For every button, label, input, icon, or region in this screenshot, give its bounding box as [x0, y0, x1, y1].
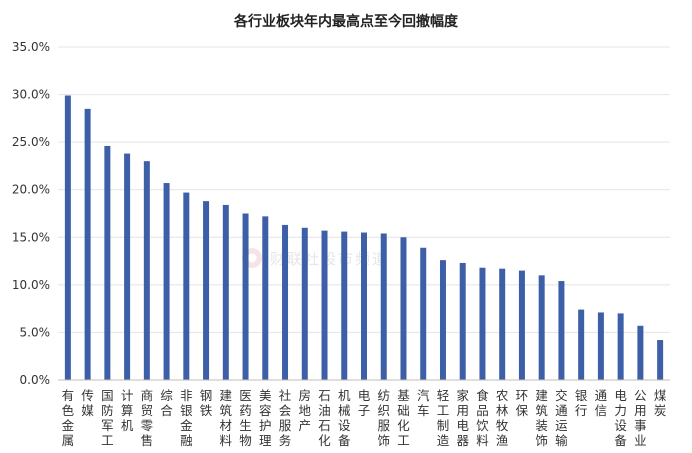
bar	[420, 247, 427, 380]
y-axis-ticks: 0.0% 5.0% 10.0% 15.0% 20.0% 25.0% 30.0% 35.0%	[12, 40, 50, 387]
watermark: 财联社股市频道	[242, 248, 389, 268]
x-tick-label: 房地产	[299, 388, 312, 433]
x-tick-label: 美容护理	[259, 388, 272, 448]
x-tick-label: 建筑装饰	[535, 388, 548, 448]
y-tick-label: 35.0%	[12, 40, 50, 54]
y-tick-label: 15.0%	[12, 230, 50, 244]
bar	[558, 281, 565, 380]
x-tick-label: 煤炭	[654, 388, 667, 418]
x-tick-label: 有色金属	[62, 388, 75, 448]
x-tick-label: 基础化工	[397, 388, 410, 448]
bar	[459, 262, 466, 380]
bar	[143, 161, 150, 380]
y-tick-label: 20.0%	[12, 183, 50, 197]
bar	[637, 325, 644, 380]
bar	[657, 340, 664, 380]
bar	[64, 95, 71, 380]
bar	[301, 227, 308, 380]
y-tick-label: 0.0%	[20, 373, 51, 387]
bar	[518, 270, 525, 380]
x-tick-label: 计算机	[121, 388, 134, 433]
x-axis-category-labels: 有色金属传媒国防军工计算机商贸零售综合非银金融钢铁建筑材料医药生物美容护理社会服…	[62, 388, 667, 448]
bar	[222, 204, 229, 380]
y-tick-label: 25.0%	[12, 135, 50, 149]
x-tick-label: 钢铁	[200, 388, 213, 418]
bar	[183, 192, 190, 380]
bar	[597, 312, 604, 380]
bar	[499, 268, 506, 380]
x-tick-label: 石油石化	[318, 388, 331, 448]
bar	[341, 231, 348, 380]
y-tick-label: 10.0%	[12, 278, 50, 292]
x-tick-label: 家用电器	[456, 388, 469, 448]
x-tick-label: 传媒	[81, 388, 94, 418]
x-tick-label: 国防军工	[101, 388, 114, 448]
bar	[242, 213, 249, 380]
bar	[321, 230, 328, 380]
bar	[262, 216, 269, 380]
x-tick-label: 轻工制造	[437, 388, 450, 448]
x-tick-label: 机械设备	[338, 388, 351, 448]
watermark-text: 财联社股市频道	[270, 250, 389, 268]
bar	[617, 313, 624, 380]
x-tick-label: 农林牧渔	[496, 388, 509, 448]
x-tick-label: 综合	[160, 388, 173, 418]
x-tick-label: 医药生物	[239, 388, 252, 448]
bar	[479, 267, 486, 380]
bar	[439, 260, 446, 380]
bar	[538, 275, 545, 380]
x-tick-label: 非银金融	[180, 388, 193, 448]
bar	[104, 145, 111, 380]
x-tick-label: 食品饮料	[476, 388, 489, 448]
y-tick-label: 30.0%	[12, 88, 50, 102]
x-tick-label: 电子	[358, 388, 371, 418]
x-tick-label: 建筑材料	[220, 388, 233, 448]
x-tick-label: 社会服务	[279, 388, 292, 448]
bar	[282, 224, 289, 380]
bar	[380, 233, 387, 380]
bar	[361, 232, 367, 380]
x-tick-label: 汽车	[417, 388, 430, 418]
bar	[163, 183, 170, 380]
x-tick-label: 公用事业	[634, 388, 647, 448]
bar	[203, 201, 210, 380]
x-tick-label: 通信	[595, 388, 608, 418]
x-tick-label: 银行	[575, 388, 588, 418]
bar	[400, 237, 407, 380]
x-tick-label: 商贸零售	[141, 388, 154, 448]
x-tick-label: 电力设备	[614, 388, 627, 448]
bar	[578, 309, 585, 380]
bar	[124, 153, 131, 380]
y-tick-label: 5.0%	[20, 325, 51, 339]
bar	[84, 108, 91, 380]
bars	[64, 95, 664, 380]
chart-title: 各行业板块年内最高点至今回撤幅度	[233, 13, 459, 30]
x-tick-label: 交通运输	[555, 388, 568, 448]
x-tick-label: 环保	[516, 388, 529, 418]
x-tick-label: 纺织服饰	[377, 388, 390, 448]
